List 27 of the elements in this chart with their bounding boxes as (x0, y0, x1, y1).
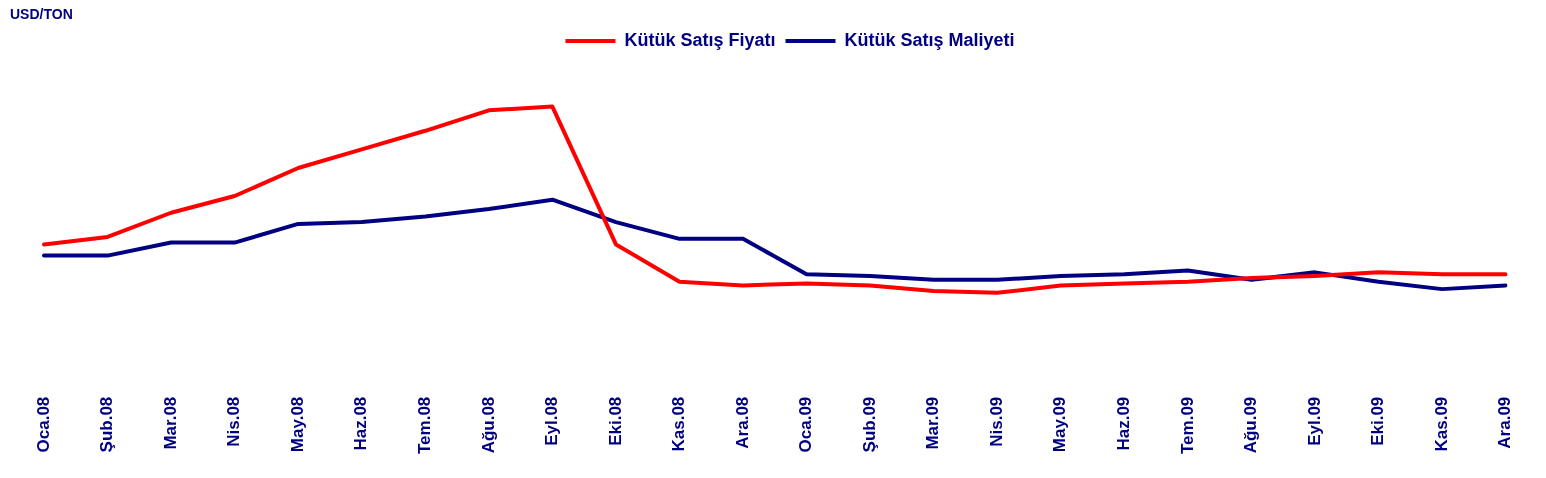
x-tick-label: Haz.09 (1114, 396, 1133, 451)
x-tick-label: Oca.08 (33, 396, 53, 453)
x-tick-label: Kas.09 (1431, 396, 1451, 452)
x-tick-label: Eyl.08 (542, 396, 562, 446)
x-tick-label: Şub.09 (859, 396, 879, 453)
x-tick-label: Eki.08 (605, 396, 625, 446)
x-tick-label: Ağu.08 (478, 396, 498, 454)
x-tick-label: Tem.08 (414, 396, 434, 454)
x-tick-label: May.08 (287, 396, 307, 453)
x-tick-label: May.09 (1050, 396, 1070, 453)
x-tick-label: Ağu.09 (1241, 396, 1261, 454)
x-tick-label: Mar.08 (160, 396, 180, 450)
x-tick-label: Eki.09 (1368, 396, 1388, 446)
x-tick-label: Kas.08 (669, 396, 689, 452)
x-tick-label: Ara.08 (732, 396, 752, 449)
x-tick-label: Oca.09 (796, 396, 816, 453)
x-tick-label: Nis.09 (986, 396, 1006, 447)
x-tick-label: Ara.09 (1495, 396, 1515, 449)
legend-label: Kütük Satış Fiyatı (624, 29, 776, 50)
x-tick-label: Mar.09 (923, 396, 943, 450)
x-tick-label: Şub.08 (97, 396, 117, 453)
legend-label: Kütük Satış Maliyeti (844, 29, 1015, 50)
x-tick-label: Eyl.09 (1304, 396, 1324, 446)
text: USD/TON (10, 5, 73, 22)
x-tick-label: Haz.08 (351, 396, 371, 451)
x-tick-label: Tem.09 (1177, 396, 1197, 454)
x-tick-label: Nis.08 (224, 396, 244, 447)
